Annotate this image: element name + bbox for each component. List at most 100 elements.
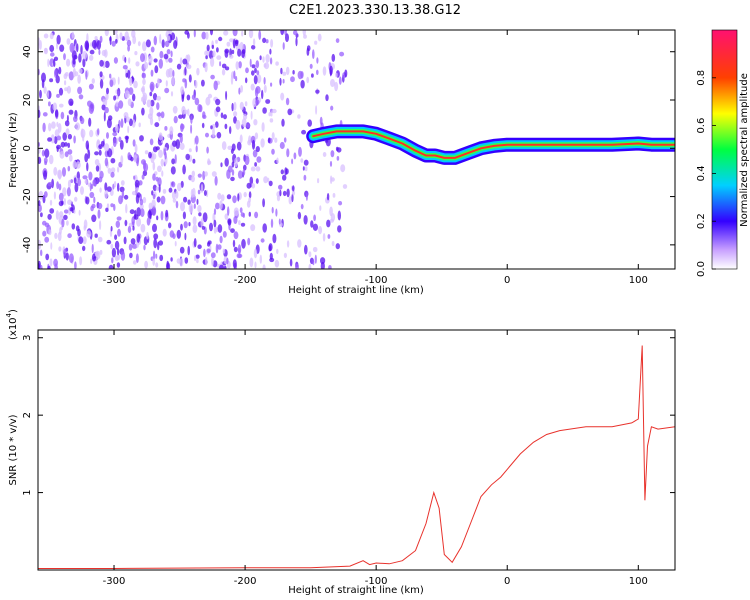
noise-mark (83, 225, 87, 231)
noise-mark (237, 244, 242, 255)
noise-mark (316, 57, 319, 64)
noise-mark (212, 212, 216, 222)
spectrogram-x-tick-label: -200 (234, 275, 257, 286)
noise-mark (138, 122, 141, 128)
noise-mark (104, 143, 110, 152)
noise-mark (89, 54, 94, 61)
noise-mark (216, 131, 222, 139)
noise-mark (237, 253, 243, 258)
noise-mark (256, 156, 262, 163)
noise-mark (272, 233, 277, 244)
noise-mark (190, 124, 193, 134)
noise-mark (262, 198, 265, 208)
noise-mark (60, 111, 65, 120)
snr-panel: -300 -200 -100 0 100 1 2 3 Height of straight … (5, 309, 676, 596)
noise-mark (182, 58, 188, 65)
noise-mark (146, 231, 149, 240)
snr-frame (37, 329, 676, 571)
noise-mark (312, 246, 318, 253)
noise-mark (152, 93, 158, 101)
noise-mark (205, 256, 208, 266)
noise-mark (135, 194, 140, 204)
noise-mark (191, 94, 196, 100)
noise-mark (148, 55, 153, 64)
noise-mark (330, 105, 334, 111)
noise-mark (161, 39, 165, 48)
noise-mark (201, 79, 205, 87)
noise-mark (278, 218, 281, 225)
noise-mark (139, 203, 144, 210)
noise-mark (255, 99, 260, 105)
noise-mark (232, 195, 237, 204)
noise-mark (91, 39, 97, 49)
noise-mark (306, 76, 310, 84)
noise-mark (219, 235, 223, 244)
noise-mark (98, 176, 103, 183)
noise-mark (251, 183, 256, 189)
noise-mark (105, 92, 109, 101)
snr-y-tick-label: 3 (22, 335, 33, 341)
noise-mark (234, 157, 238, 168)
noise-mark (297, 70, 303, 80)
noise-mark (129, 209, 135, 215)
noise-mark (53, 58, 56, 68)
noise-mark (262, 37, 267, 43)
noise-mark (99, 249, 103, 255)
noise-mark (97, 128, 100, 136)
noise-mark (210, 252, 216, 259)
noise-mark (232, 30, 238, 37)
noise-mark (99, 220, 102, 231)
noise-mark (139, 135, 144, 142)
noise-mark (118, 195, 123, 205)
noise-mark (165, 80, 168, 87)
noise-mark (315, 89, 320, 94)
noise-mark (192, 216, 197, 226)
noise-mark (67, 142, 70, 148)
noise-mark (270, 218, 274, 228)
noise-mark (150, 69, 154, 77)
noise-mark (69, 207, 74, 212)
colorbar-gradient (711, 29, 738, 270)
noise-mark (211, 123, 216, 129)
noise-mark (227, 145, 233, 150)
noise-mark (210, 125, 213, 130)
noise-mark (194, 80, 198, 89)
noise-mark (82, 50, 88, 60)
noise-mark (269, 57, 273, 65)
noise-mark (129, 252, 133, 259)
noise-mark (92, 179, 97, 187)
noise-mark (331, 240, 335, 247)
noise-mark (275, 208, 278, 217)
noise-mark (91, 78, 96, 84)
noise-mark (85, 41, 89, 52)
noise-mark (135, 253, 139, 263)
noise-mark (179, 134, 183, 144)
noise-mark (88, 83, 94, 90)
noise-mark (256, 70, 260, 76)
noise-mark (161, 170, 164, 177)
noise-mark (239, 101, 244, 111)
noise-mark (85, 70, 88, 80)
noise-mark (270, 111, 273, 117)
noise-mark (184, 78, 188, 89)
noise-mark (153, 238, 158, 249)
noise-mark (43, 170, 48, 180)
noise-mark (128, 118, 133, 127)
svg-text:(x104): (x104) (5, 309, 19, 340)
noise-mark (165, 68, 171, 78)
noise-mark (50, 52, 55, 57)
noise-mark (216, 55, 222, 60)
noise-mark (176, 229, 181, 239)
noise-mark (94, 36, 98, 41)
noise-mark (252, 149, 258, 158)
noise-mark (120, 180, 125, 186)
noise-mark (164, 151, 167, 160)
noise-mark (250, 166, 256, 172)
noise-mark (303, 174, 307, 181)
noise-mark (280, 169, 284, 175)
spectrogram-y-tick-label: 40 (22, 45, 33, 58)
noise-mark (156, 196, 161, 203)
noise-mark (242, 169, 246, 176)
noise-mark (213, 219, 217, 228)
